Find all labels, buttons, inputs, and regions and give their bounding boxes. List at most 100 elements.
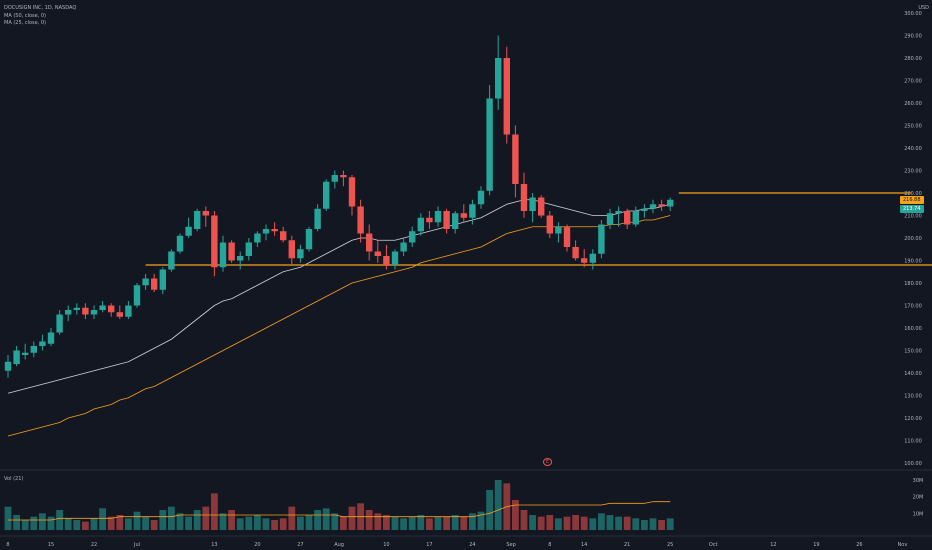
volume-bar bbox=[47, 516, 55, 530]
volume-bar bbox=[649, 518, 657, 530]
candle-body bbox=[133, 285, 141, 306]
time-tick-label: 13 bbox=[211, 542, 217, 548]
candle-body bbox=[254, 233, 261, 243]
volume-bar bbox=[142, 516, 149, 530]
volume-tick-label: 30M bbox=[913, 478, 924, 484]
candle-body bbox=[159, 269, 166, 290]
time-tick-label: 17 bbox=[426, 542, 432, 548]
candle-body bbox=[606, 213, 614, 225]
candle-body bbox=[4, 361, 12, 371]
price-tick-label: 220.00 bbox=[904, 191, 922, 197]
volume-bar bbox=[271, 520, 278, 530]
price-tick-label: 120.00 bbox=[904, 416, 922, 422]
candle-body bbox=[503, 58, 510, 135]
price-tick-label: 190.00 bbox=[904, 259, 922, 265]
volume-bar bbox=[632, 518, 640, 530]
candle-body bbox=[194, 211, 201, 229]
volume-tick-label: 20M bbox=[913, 495, 924, 501]
volume-bar bbox=[159, 510, 167, 530]
volume-bar bbox=[193, 510, 201, 530]
time-tick-label: 20 bbox=[254, 542, 260, 548]
candle-body bbox=[512, 134, 519, 184]
volume-bar bbox=[666, 518, 674, 530]
volume-bar bbox=[486, 490, 493, 530]
last-price-badge: 216.88 bbox=[900, 196, 924, 205]
candle-body bbox=[116, 312, 123, 317]
candle-body bbox=[546, 215, 553, 234]
ma50-line bbox=[7, 199, 671, 394]
candle-body bbox=[409, 231, 416, 243]
volume-bar bbox=[451, 515, 459, 530]
candle-body bbox=[538, 197, 545, 216]
candle-body bbox=[65, 310, 72, 315]
time-tick-label: Aug bbox=[334, 542, 344, 548]
candle-body bbox=[529, 197, 536, 211]
candle-body bbox=[417, 217, 424, 232]
candle-body bbox=[469, 204, 476, 218]
volume-bar bbox=[546, 515, 554, 530]
volume-bar bbox=[572, 515, 579, 530]
price-tick-label: 270.00 bbox=[904, 79, 922, 85]
candle-body bbox=[47, 332, 55, 344]
volume-bar bbox=[494, 480, 502, 530]
volume-bar bbox=[580, 516, 588, 530]
volume-bar bbox=[314, 510, 321, 530]
candle-body bbox=[555, 226, 562, 234]
candle-body bbox=[271, 229, 278, 232]
candle-body bbox=[73, 307, 80, 310]
candle-body bbox=[305, 229, 313, 250]
candle-body bbox=[667, 199, 674, 207]
candle-body bbox=[443, 211, 450, 229]
volume-bar bbox=[116, 515, 124, 530]
volume-ma-line bbox=[8, 501, 671, 521]
time-tick-label: Nov bbox=[898, 542, 908, 548]
volume-bar bbox=[168, 506, 175, 530]
candle-body bbox=[314, 208, 321, 229]
candle-body bbox=[323, 181, 330, 209]
volume-tick-label: 10M bbox=[913, 511, 924, 517]
candle-body bbox=[357, 206, 364, 234]
candle-body bbox=[219, 242, 227, 268]
candle-body bbox=[649, 204, 657, 209]
volume-bar bbox=[537, 516, 545, 530]
candle-body bbox=[340, 175, 347, 178]
ma50-legend: MA (50, close, 0) bbox=[4, 13, 47, 19]
candle-body bbox=[434, 211, 442, 223]
candle-body bbox=[30, 346, 37, 353]
candle-body bbox=[400, 242, 407, 252]
volume-bar bbox=[658, 520, 665, 530]
volume-bar bbox=[417, 515, 425, 530]
price-tick-label: 210.00 bbox=[904, 214, 922, 220]
time-tick-label: 25 bbox=[667, 542, 673, 548]
time-tick-label: Oct bbox=[709, 542, 718, 548]
volume-bar bbox=[322, 508, 330, 530]
volume-bar bbox=[13, 515, 20, 530]
price-tick-label: 180.00 bbox=[904, 281, 922, 287]
volume-bar bbox=[391, 516, 399, 530]
candle-body bbox=[486, 98, 493, 191]
time-tick-label: 27 bbox=[297, 542, 303, 548]
volume-bar bbox=[365, 510, 373, 530]
earnings-marker[interactable]: E bbox=[543, 458, 553, 466]
candle-body bbox=[477, 190, 485, 205]
volume-bar bbox=[374, 513, 382, 530]
volume-bar bbox=[555, 518, 562, 530]
time-tick-label: 26 bbox=[856, 542, 862, 548]
candle-body bbox=[56, 314, 63, 333]
time-tick-label: Jul bbox=[133, 542, 140, 548]
candle-body bbox=[99, 305, 106, 310]
candle-body bbox=[185, 226, 192, 236]
price-tick-label: 250.00 bbox=[904, 124, 922, 130]
candle-body bbox=[495, 58, 502, 99]
time-tick-label: Sep bbox=[506, 542, 515, 548]
time-tick-label: 22 bbox=[91, 542, 97, 548]
candle-body bbox=[366, 233, 373, 252]
price-tick-label: 290.00 bbox=[904, 34, 922, 40]
volume-bar bbox=[623, 516, 631, 530]
volume-bar bbox=[589, 518, 597, 530]
candle-body bbox=[288, 240, 295, 259]
volume-bar bbox=[331, 513, 339, 530]
candle-body bbox=[520, 184, 528, 211]
volume-bar bbox=[150, 520, 158, 530]
